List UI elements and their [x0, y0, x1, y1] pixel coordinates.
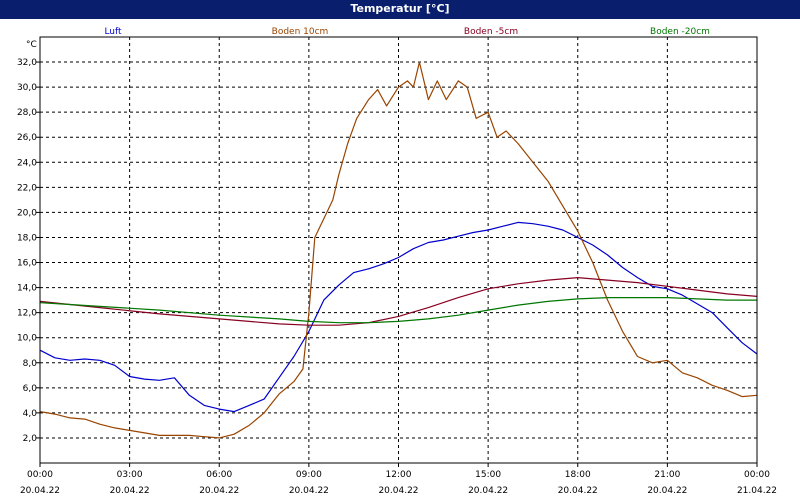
y-tick-label: 28,0	[17, 108, 37, 118]
plot-frame	[39, 36, 758, 464]
legend-entry: Boden -20cm	[650, 27, 710, 37]
x-tick-time: 09:00	[296, 470, 322, 480]
x-tick-date: 20.04.22	[110, 486, 150, 496]
x-axis-labels: 00:00 20.04.22 03:00 20.04.22 06:00 20.04.22 0…	[20, 470, 777, 496]
y-tick-label: 30,0	[17, 83, 37, 93]
x-tick-date: 20.04.22	[378, 486, 418, 496]
series-lines	[39, 61, 758, 439]
y-tick-label: 32,0	[17, 58, 37, 68]
series-line	[39, 277, 758, 326]
y-tick-label: 20,0	[17, 208, 37, 218]
y-unit-label: °C	[26, 40, 37, 50]
y-tick-label: 26,0	[17, 133, 37, 143]
x-tick-time: 00:00	[27, 470, 53, 480]
legend-entry: Luft	[104, 27, 122, 37]
series-line	[39, 61, 758, 439]
x-tick-date: 20.04.22	[468, 486, 508, 496]
x-tick-date: 20.04.22	[558, 486, 598, 496]
y-tick-label: 10,0	[17, 334, 37, 344]
x-tick-date: 21.04.22	[737, 486, 777, 496]
y-tick-label: 2,0	[23, 434, 38, 444]
y-tick-label: 18,0	[17, 233, 37, 243]
series-line	[39, 221, 758, 413]
legend-entry: Boden -5cm	[464, 27, 518, 37]
window-title-bar: Temperatur [°C]	[0, 0, 800, 19]
y-tick-label: 14,0	[17, 284, 37, 294]
x-tick-time: 21:00	[654, 470, 680, 480]
y-tick-label: 12,0	[17, 309, 37, 319]
y-tick-label: 22,0	[17, 183, 37, 193]
grid	[36, 37, 758, 467]
chart-title: Temperatur [°C]	[350, 2, 450, 15]
x-tick-time: 18:00	[565, 470, 591, 480]
x-tick-date: 20.04.22	[20, 486, 60, 496]
x-tick-time: 03:00	[117, 470, 143, 480]
legend: Luft Boden 10cm Boden -5cm Boden -20cm	[104, 27, 710, 37]
x-tick-date: 20.04.22	[647, 486, 687, 496]
legend-entry: Boden 10cm	[272, 27, 329, 37]
y-tick-label: 16,0	[17, 259, 37, 269]
y-tick-label: 24,0	[17, 158, 37, 168]
series-line	[39, 297, 757, 324]
y-axis-labels: °C 2,0 4,0 6,0 8,0 10,0 12,0 14,0 16,0 18,0 20,0 22…	[17, 40, 37, 444]
x-tick-time: 15:00	[475, 470, 501, 480]
y-tick-label: 8,0	[23, 359, 38, 369]
y-tick-label: 6,0	[23, 384, 38, 394]
x-tick-time: 06:00	[206, 470, 232, 480]
x-tick-date: 20.04.22	[289, 486, 329, 496]
x-tick-date: 20.04.22	[199, 486, 239, 496]
x-tick-time: 00:00	[744, 470, 770, 480]
x-tick-time: 12:00	[386, 470, 412, 480]
y-tick-label: 4,0	[23, 409, 38, 419]
